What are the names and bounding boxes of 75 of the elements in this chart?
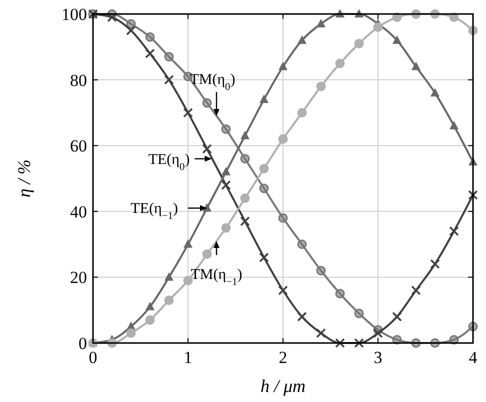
point (411, 285, 421, 296)
point (126, 26, 136, 36)
x-tick-label: 2 (278, 348, 288, 367)
point (164, 52, 174, 62)
point (202, 249, 212, 259)
point (202, 203, 212, 212)
point (278, 62, 288, 70)
point (430, 88, 440, 96)
point (316, 328, 326, 338)
point (392, 312, 402, 322)
point (164, 272, 174, 281)
point (316, 82, 326, 92)
point (126, 19, 136, 29)
point (297, 240, 307, 250)
point (297, 312, 307, 322)
annotation: TE(η$_{0}$) (148, 152, 190, 172)
point (335, 338, 345, 348)
point (392, 35, 402, 44)
point (222, 166, 230, 176)
point (240, 193, 250, 203)
y-axis-title: η / % (14, 160, 34, 198)
point (107, 12, 117, 22)
point (202, 98, 212, 108)
point (450, 120, 458, 130)
annotation: TM(η$_{0}$) (190, 72, 236, 92)
point (316, 18, 326, 28)
point (240, 216, 250, 226)
x-tick-label: 3 (374, 348, 382, 367)
y-tick-label: 40 (70, 202, 87, 222)
point (297, 108, 307, 118)
point (278, 285, 288, 296)
point (468, 190, 478, 200)
y-tick-label: 60 (70, 136, 87, 156)
point (354, 308, 364, 318)
point (164, 295, 174, 305)
point (430, 259, 440, 269)
y-tick-label: 100 (62, 4, 87, 24)
point (373, 328, 383, 338)
point (184, 239, 192, 248)
point (221, 124, 231, 134)
point (221, 180, 231, 190)
point (240, 130, 250, 140)
point (259, 252, 269, 262)
annotation: TM(η$_{−1}$) (190, 267, 242, 288)
point (412, 62, 420, 70)
y-tick-label: 20 (70, 268, 87, 288)
point (146, 302, 154, 310)
point (335, 288, 345, 298)
point (145, 315, 155, 325)
point (449, 226, 459, 236)
point (354, 38, 364, 48)
y-tick-label: 0 (78, 334, 87, 353)
x-tick-label: 1 (184, 348, 192, 367)
x-tick-label: 4 (468, 348, 478, 367)
point (145, 32, 155, 42)
point (164, 74, 174, 85)
annotation: TE(η$_{−1}$) (130, 201, 178, 222)
point (260, 94, 268, 104)
point (126, 328, 136, 338)
point (145, 48, 155, 58)
point (354, 338, 364, 348)
point (221, 223, 231, 233)
point (335, 58, 345, 68)
point (316, 266, 326, 276)
point (278, 134, 288, 144)
point (259, 164, 269, 174)
point (278, 213, 288, 223)
point (373, 22, 383, 32)
point (183, 108, 193, 118)
point (298, 35, 306, 44)
x-axis-title: h / μm (260, 376, 306, 396)
point (240, 154, 250, 164)
point (202, 144, 212, 154)
y-tick-label: 80 (70, 70, 87, 90)
point (259, 184, 269, 194)
